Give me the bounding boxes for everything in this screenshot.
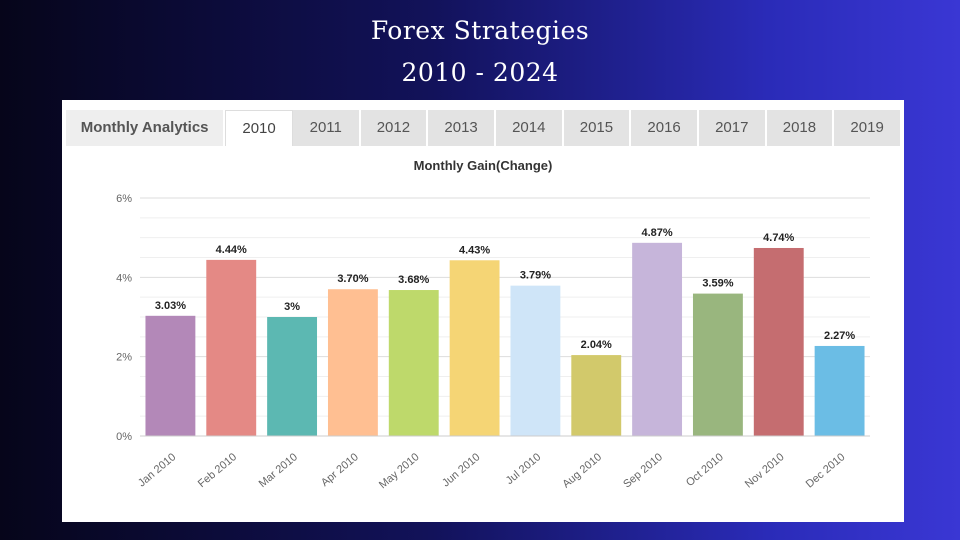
data-label: 4.74% xyxy=(763,232,794,244)
tab-2015[interactable]: 2015 xyxy=(563,110,632,146)
data-label: 3.68% xyxy=(398,274,429,286)
x-tick-label: Nov 2010 xyxy=(743,451,787,490)
data-label: 3.03% xyxy=(155,300,186,312)
bar xyxy=(388,290,439,436)
bar xyxy=(510,285,561,436)
data-label: 3% xyxy=(284,301,300,313)
bar xyxy=(267,317,318,436)
x-tick-label: Sep 2010 xyxy=(621,451,665,490)
x-tick-label: Jul 2010 xyxy=(504,451,544,487)
x-tick-label: Jan 2010 xyxy=(136,451,178,489)
page-title: Forex Strategies xyxy=(370,16,590,45)
tab-2014[interactable]: 2014 xyxy=(495,110,564,146)
tab-2012[interactable]: 2012 xyxy=(360,110,429,146)
y-tick-label: 4% xyxy=(116,272,132,284)
x-tick-label: Oct 2010 xyxy=(684,451,726,489)
tab-monthly-analytics[interactable]: Monthly Analytics xyxy=(66,110,226,146)
tab-2017[interactable]: 2017 xyxy=(698,110,767,146)
data-label: 3.79% xyxy=(520,270,551,282)
data-label: 3.59% xyxy=(702,278,733,290)
bar xyxy=(327,289,378,436)
bar xyxy=(753,247,804,436)
x-tick-label: May 2010 xyxy=(377,451,422,491)
y-tick-label: 6% xyxy=(116,193,132,205)
data-label: 2.27% xyxy=(824,330,855,342)
data-label: 4.87% xyxy=(641,227,672,239)
bar xyxy=(692,293,743,436)
data-label: 3.70% xyxy=(337,273,368,285)
chart-title: Monthly Gain(Change) xyxy=(413,158,553,173)
x-tick-label: Mar 2010 xyxy=(257,451,300,490)
tab-2011[interactable]: 2011 xyxy=(292,110,361,146)
bar xyxy=(145,315,196,436)
tab-2010[interactable]: 2010 xyxy=(225,110,293,146)
data-label: 4.44% xyxy=(216,244,247,256)
data-label: 4.43% xyxy=(459,244,490,256)
data-label: 2.04% xyxy=(581,339,612,351)
tab-2013[interactable]: 2013 xyxy=(428,110,496,146)
x-tick-label: Apr 2010 xyxy=(319,451,361,489)
analytics-panel: Monthly Analytics 2010 2011 2012 2013 20… xyxy=(62,100,904,522)
bar xyxy=(814,345,865,436)
tab-2019[interactable]: 2019 xyxy=(834,110,902,146)
tab-2018[interactable]: 2018 xyxy=(766,110,835,146)
bar xyxy=(206,259,257,436)
monthly-gain-chart: 0% 2% 4% 6% 3.03% Jan 2010 4.44% Feb 2010 3% Mar … xyxy=(116,193,870,491)
x-tick-label: Dec 2010 xyxy=(804,451,848,490)
bar xyxy=(571,355,622,436)
x-tick-label: Jun 2010 xyxy=(440,451,482,489)
x-tick-label: Feb 2010 xyxy=(196,451,239,490)
y-tick-label: 2% xyxy=(116,352,132,364)
bar xyxy=(449,260,500,436)
y-tick-label: 0% xyxy=(116,431,132,443)
x-tick-label: Aug 2010 xyxy=(560,451,604,490)
tab-2016[interactable]: 2016 xyxy=(631,110,699,146)
page-subtitle: 2010 - 2024 xyxy=(401,58,559,87)
bar xyxy=(632,242,683,436)
year-tabs: Monthly Analytics 2010 2011 2012 2013 20… xyxy=(66,110,902,146)
